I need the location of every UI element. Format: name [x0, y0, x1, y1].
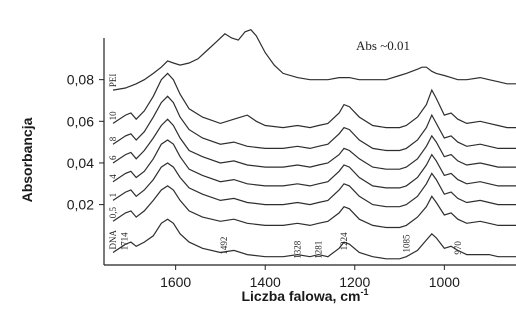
- series-label: 6: [108, 155, 118, 160]
- x-tick-label: 1200: [339, 274, 370, 290]
- x-axis-title-superscript: -1: [361, 287, 369, 297]
- peak-label: 1085: [401, 234, 411, 253]
- series-labels: DNA 0,5 1 4 6 8 10 PEI: [108, 74, 118, 250]
- peak-label: 1714: [120, 232, 130, 251]
- spectrum-trace: [112, 185, 516, 229]
- y-tick-label: 0,04: [67, 155, 94, 171]
- spectrum-trace: [112, 72, 516, 129]
- absorbance-scale-note: Abs ~0.01: [356, 38, 410, 53]
- peak-label: 1281: [314, 241, 324, 259]
- series-label: DNA: [108, 230, 118, 250]
- peak-label: 1224: [339, 232, 349, 251]
- x-axis-title: Liczba falowa, cm-1: [241, 287, 368, 304]
- series-label: 10: [108, 111, 118, 121]
- y-ticks: 0,02 0,04 0,06 0,08: [67, 72, 104, 213]
- axes: [103, 38, 516, 266]
- spectrum-trace: [112, 162, 516, 208]
- spectrum-trace: [112, 28, 516, 91]
- peak-label: 970: [453, 241, 463, 255]
- peak-label: 1328: [293, 240, 303, 259]
- spectrum-trace: [112, 139, 516, 189]
- spectra-traces: [112, 28, 516, 260]
- series-label: PEI: [108, 74, 118, 88]
- series-label: 1: [108, 193, 118, 198]
- series-label: 4: [108, 174, 118, 179]
- spectrum-trace: [112, 95, 516, 152]
- x-tick-label: 1600: [160, 274, 191, 290]
- y-tick-label: 0,02: [67, 197, 94, 213]
- x-tick-label: 1000: [429, 274, 460, 290]
- peak-annotations: 1714 1492 1328 1281 1224 1085 970: [120, 232, 463, 259]
- x-tick-label: 1400: [250, 274, 281, 290]
- y-tick-label: 0,06: [67, 113, 94, 129]
- spectrum-trace: [112, 118, 516, 170]
- series-label: 0,5: [108, 207, 118, 219]
- peak-label: 1492: [219, 237, 229, 255]
- y-axis-title: Absorbancja: [19, 117, 35, 202]
- series-label: 8: [108, 136, 118, 141]
- x-axis-title-text: Liczba falowa, cm: [241, 288, 360, 304]
- y-tick-label: 0,08: [67, 72, 94, 88]
- x-ticks: 1600 1400 1200 1000: [160, 265, 460, 290]
- spectrum-trace: [112, 218, 516, 260]
